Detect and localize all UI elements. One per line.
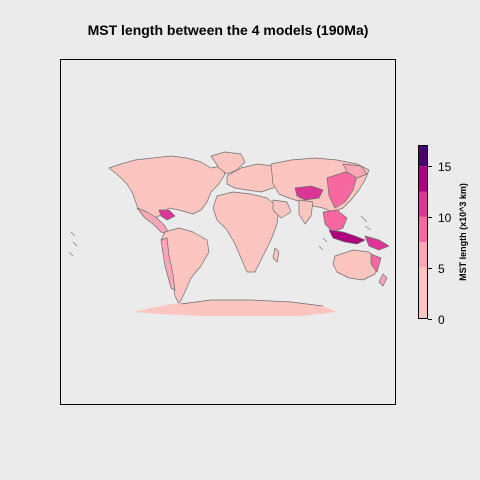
legend-bin-4 xyxy=(419,166,427,192)
legend-tick-label-0: 0 xyxy=(438,313,445,327)
world-map xyxy=(68,151,390,316)
southeast-asia xyxy=(322,209,348,233)
map-title: MST length between the 4 models (190Ma) xyxy=(87,22,369,38)
greenland xyxy=(210,151,246,175)
legend-bin-2 xyxy=(419,216,427,243)
legend-tick-label-5: 5 xyxy=(438,262,445,276)
antarctica-outline xyxy=(180,299,324,307)
legend-tick-15 xyxy=(428,166,432,167)
india xyxy=(298,199,314,225)
legend-bin-5 xyxy=(419,146,427,167)
legend-tick-label-10: 10 xyxy=(438,211,452,225)
legend-bin-1 xyxy=(419,242,427,268)
landmasses xyxy=(108,151,390,316)
australia xyxy=(332,249,380,281)
australia-east-coast xyxy=(370,253,382,273)
legend-color-scale xyxy=(419,146,427,318)
legend-tick-label-15: 15 xyxy=(438,160,452,174)
himalaya-band xyxy=(294,185,324,201)
small-islands xyxy=(68,215,372,257)
legend-title: MST length (x10^3 km) xyxy=(458,183,468,281)
new-zealand xyxy=(378,273,388,287)
legend-tick-5 xyxy=(428,268,432,269)
arabia xyxy=(272,199,292,219)
legend-bin-3 xyxy=(419,191,427,217)
antarctica xyxy=(133,300,337,316)
legend-color-bar xyxy=(418,145,428,319)
indonesia xyxy=(328,229,366,245)
asia-east-band xyxy=(326,171,358,209)
andes-west xyxy=(160,237,176,291)
africa xyxy=(212,191,280,273)
north-america xyxy=(108,155,226,221)
asia-northeast xyxy=(342,163,368,179)
legend-bin-0 xyxy=(419,267,427,318)
madagascar xyxy=(272,247,280,263)
legend-tick-10 xyxy=(428,217,432,218)
legend-tick-0 xyxy=(428,319,432,320)
map-panel xyxy=(60,59,396,405)
caribbean xyxy=(158,209,176,221)
new-guinea xyxy=(364,235,390,251)
